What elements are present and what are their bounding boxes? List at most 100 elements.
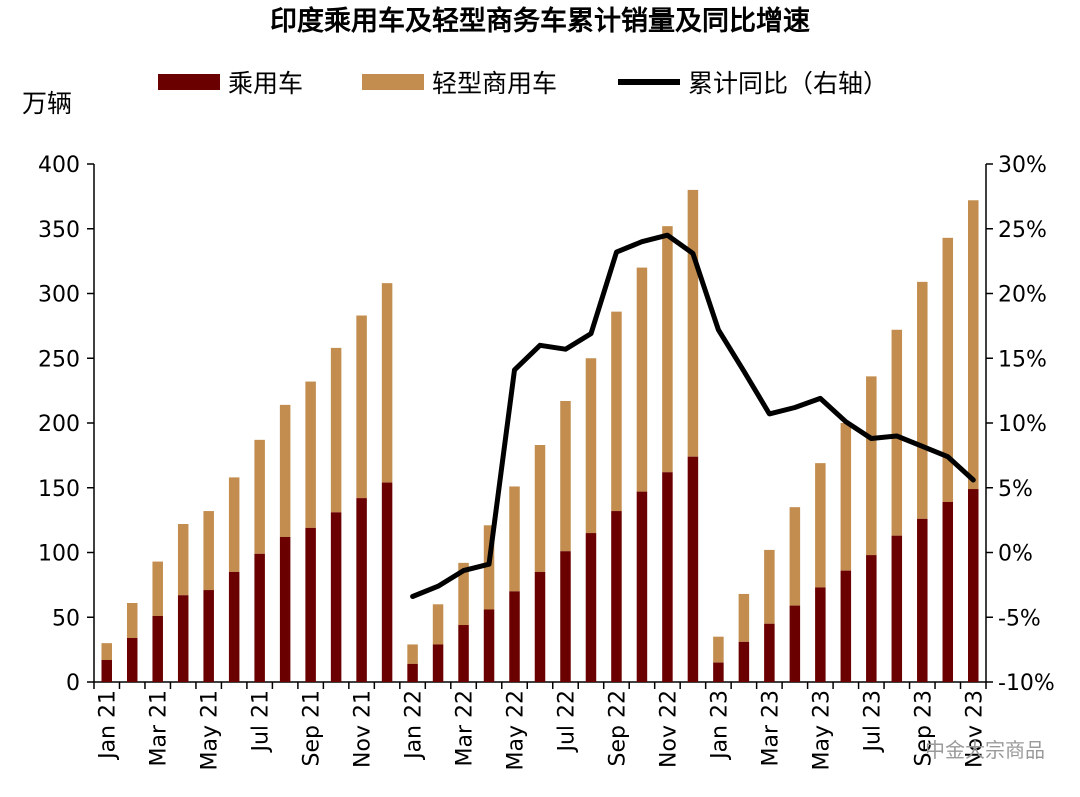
y-tick-label: 350 xyxy=(38,218,80,243)
bar-light-commercial xyxy=(254,439,265,554)
bar-passenger xyxy=(611,511,622,682)
x-tick-label: Jul 21 xyxy=(249,690,274,754)
bar-light-commercial xyxy=(738,593,750,642)
bar-light-commercial xyxy=(458,562,469,626)
x-tick-label: Nov 22 xyxy=(656,690,681,768)
bar-passenger xyxy=(942,501,954,682)
y-tick-label: 200 xyxy=(38,412,80,437)
y2-tick-label: 0% xyxy=(998,542,1033,567)
x-tick-label: Nov 21 xyxy=(351,690,376,768)
bar-passenger xyxy=(330,512,342,682)
x-tick-label: Jan 22 xyxy=(402,690,427,761)
bar-passenger xyxy=(381,482,393,682)
bar-passenger xyxy=(815,587,826,682)
bar-light-commercial xyxy=(432,604,444,645)
chart-title: 印度乘用车及轻型商务车累计销量及同比增速 xyxy=(270,5,810,37)
bar-light-commercial xyxy=(177,524,189,596)
bar-light-commercial xyxy=(687,189,699,457)
bar-light-commercial xyxy=(764,549,775,624)
bar-light-commercial xyxy=(203,511,214,591)
x-tick-label: Jan 23 xyxy=(707,690,732,761)
bar-passenger xyxy=(789,605,801,682)
bar-passenger xyxy=(585,533,597,682)
bar-light-commercial xyxy=(789,507,801,606)
bar-light-commercial xyxy=(636,267,648,492)
x-tick-label: Jul 23 xyxy=(860,690,885,754)
bar-light-commercial xyxy=(815,463,826,588)
legend-swatch-lcv xyxy=(362,74,424,90)
bar-passenger xyxy=(177,595,189,682)
legend: 乘用车 轻型商用车 累计同比（右轴） xyxy=(158,69,888,98)
bar-passenger xyxy=(203,590,214,682)
y2-tick-label: -10% xyxy=(998,671,1055,696)
x-tick-label: Mar 21 xyxy=(147,690,172,767)
bar-light-commercial xyxy=(968,200,979,490)
bar-passenger xyxy=(840,570,852,682)
plot-area: 0 50 100 150 200 250 300 350 400 -10% -5% 0% 5% 10% 15… xyxy=(38,153,1055,770)
bar-passenger xyxy=(968,489,979,682)
bar-passenger xyxy=(687,456,699,682)
x-tick-label: Jul 22 xyxy=(554,690,579,754)
y-tick-label: 400 xyxy=(38,153,80,178)
x-tick-label: May 23 xyxy=(809,690,834,770)
bar-passenger xyxy=(254,553,265,682)
y2-tick-label: 10% xyxy=(998,412,1047,437)
x-tick-label: Sep 21 xyxy=(300,690,325,766)
bar-passenger xyxy=(279,536,291,682)
y2-tick-label: 20% xyxy=(998,283,1047,308)
bar-light-commercial xyxy=(483,525,495,610)
bar-light-commercial xyxy=(228,477,240,572)
bar-light-commercial xyxy=(534,445,546,572)
y2-tick-label: 15% xyxy=(998,347,1047,372)
y-tick-label: 50 xyxy=(52,606,80,631)
bar-passenger xyxy=(228,571,240,682)
bar-passenger xyxy=(356,498,367,682)
bar-light-commercial xyxy=(585,358,597,534)
y-tick-label: 300 xyxy=(38,283,80,308)
bar-light-commercial xyxy=(305,381,316,528)
legend-label-yoy: 累计同比（右轴） xyxy=(688,69,888,98)
bar-passenger xyxy=(152,615,163,682)
bar-light-commercial xyxy=(713,636,724,663)
bar-light-commercial xyxy=(891,329,903,536)
bar-light-commercial xyxy=(381,283,393,483)
bar-light-commercial xyxy=(356,315,367,499)
bar-light-commercial xyxy=(917,281,928,519)
y-axis-unit: 万辆 xyxy=(22,89,72,118)
x-tick-label: Mar 22 xyxy=(453,690,478,767)
bar-passenger xyxy=(738,641,750,682)
y2-tick-label: 30% xyxy=(998,153,1047,178)
x-tick-label: Sep 22 xyxy=(605,690,630,766)
x-tick-label: May 21 xyxy=(198,690,223,770)
bar-passenger xyxy=(407,663,418,682)
y-tick-label: 100 xyxy=(38,542,80,567)
bar-light-commercial xyxy=(942,237,954,502)
bar-passenger xyxy=(866,555,877,682)
bar-light-commercial xyxy=(509,486,520,592)
x-tick-label: Mar 23 xyxy=(758,690,783,767)
x-tick-label: Sep 23 xyxy=(911,690,936,766)
bar-light-commercial xyxy=(840,423,852,571)
watermark-text: 中金大宗商品 xyxy=(925,738,1045,762)
bar-passenger xyxy=(764,623,775,682)
line-yoy-cumulative xyxy=(410,232,976,599)
legend-swatch-passenger xyxy=(158,74,220,90)
legend-label-passenger: 乘用车 xyxy=(228,69,303,98)
bar-passenger xyxy=(509,591,520,682)
y-tick-label: 150 xyxy=(38,477,80,502)
bar-light-commercial xyxy=(407,644,418,664)
bar-passenger xyxy=(891,535,903,682)
bar-passenger xyxy=(636,491,648,682)
bar-light-commercial xyxy=(662,226,673,473)
bar-passenger xyxy=(101,659,112,682)
bar-passenger xyxy=(458,625,469,682)
bar-light-commercial xyxy=(611,311,622,512)
bar-passenger xyxy=(305,527,316,682)
bar-passenger xyxy=(126,637,138,682)
y2-tick-label: 5% xyxy=(998,477,1033,502)
bar-passenger xyxy=(432,644,444,682)
bar-passenger xyxy=(917,518,928,682)
bar-passenger xyxy=(713,662,724,682)
x-tick-label: Nov 23 xyxy=(962,690,987,768)
